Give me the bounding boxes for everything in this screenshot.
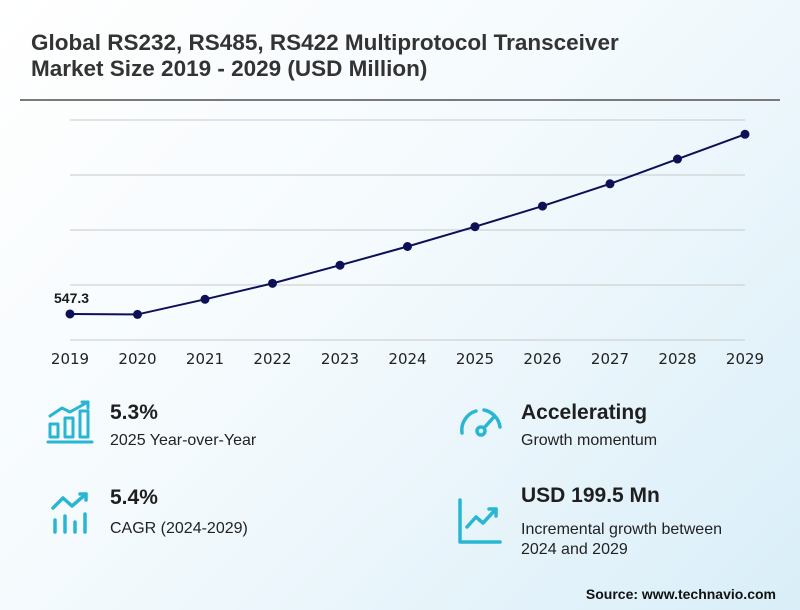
chart-title: Global RS232, RS485, RS422 Multiprotocol… [31,30,619,81]
x-tick-2021: 2021 [186,350,224,368]
x-tick-2026: 2026 [523,350,561,368]
data-label-2019: 547.3 [54,290,89,306]
data-point-2019 [65,309,75,319]
kpi-incremental-value: USD 199.5 Mn [521,484,660,507]
x-tick-2023: 2023 [321,350,359,368]
data-point-2027 [605,179,615,189]
data-point-2021 [200,294,210,304]
title-divider [20,99,780,101]
data-point-2025 [470,222,480,232]
data-point-2022 [268,278,277,288]
kpi-momentum-value: Accelerating [521,401,648,424]
x-tick-2029: 2029 [726,350,764,368]
trend-bars-icon [51,492,88,534]
kpi-cagr-label: CAGR (2024-2029) [110,520,248,537]
data-point-2020 [133,309,142,319]
x-tick-2020: 2020 [118,350,156,368]
data-point-2029 [740,129,750,139]
kpi-yoy-value: 5.3% [110,401,158,424]
line-chart-icon [458,498,502,544]
kpi-incremental-label: Incremental growth between 2024 and 2029 [521,521,722,558]
x-tick-2025: 2025 [456,350,494,368]
source-credit: Source: www.technavio.com [585,586,776,602]
market-size-chart: 547.3 2019 2020 2021 2022 2023 2024 2025 2026 20… [51,119,764,368]
x-tick-2024: 2024 [388,350,426,368]
kpi-momentum-label: Growth momentum [521,432,658,449]
x-tick-2028: 2028 [658,350,696,368]
series-line [69,133,746,316]
data-point-2024 [403,242,412,251]
data-points: 547.3 [54,129,750,319]
series-line-layer [69,133,746,316]
x-tick-2027: 2027 [591,350,629,368]
kpi-cagr-value: 5.4% [110,486,158,509]
data-point-2026 [538,201,547,211]
data-point-2028 [673,154,682,164]
speedometer-icon [460,408,502,437]
data-point-2023 [335,260,345,270]
x-axis-ticks: 2019 2020 2021 2022 2023 2024 2025 2026 2027 2028… [51,350,764,368]
x-tick-2022: 2022 [253,350,291,368]
kpi-yoy-label: 2025 Year-over-Year [110,432,257,449]
bar-growth-icon [46,400,94,444]
x-tick-2019: 2019 [51,350,89,368]
